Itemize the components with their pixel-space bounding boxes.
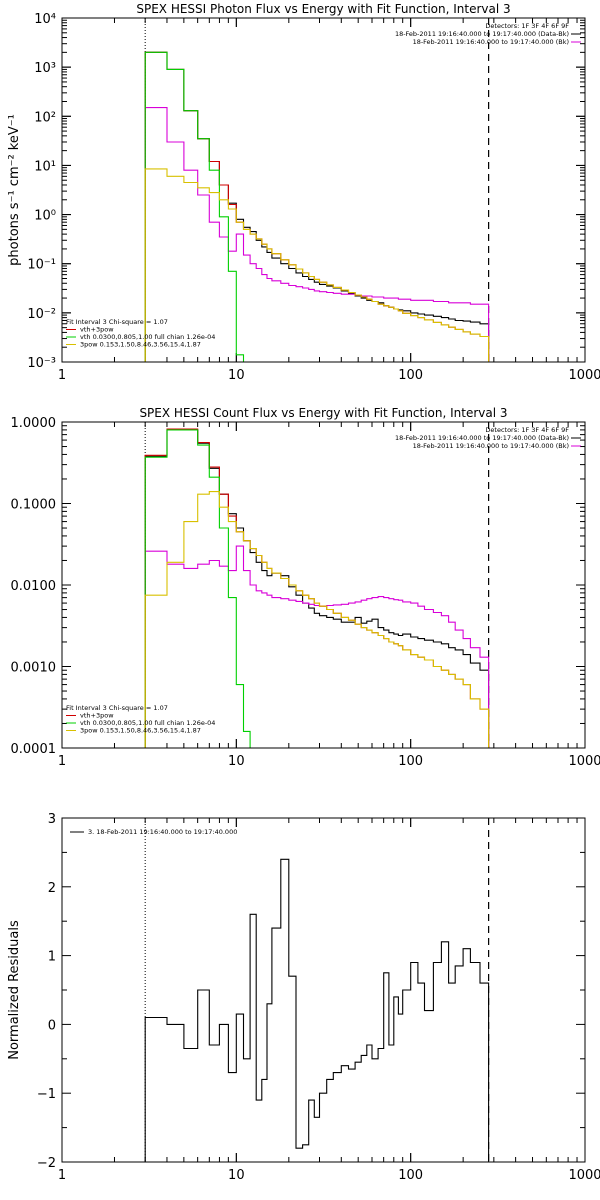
panel-2: SPEX HESSI Count Flux vs Energy with Fit… bbox=[11, 406, 600, 769]
x-tick-label: 100 bbox=[398, 754, 423, 769]
y-tick-label: −1 bbox=[37, 1087, 56, 1102]
legend-top-label: 3. 18-Feb-2011 19:16:40.000 to 19:17:40.… bbox=[88, 828, 237, 836]
legend-top: 3. 18-Feb-2011 19:16:40.000 to 19:17:40.… bbox=[70, 828, 237, 836]
series-line-5 bbox=[144, 491, 490, 748]
y-tick-label: 0.0001 bbox=[11, 742, 57, 757]
x-tick-label: 10 bbox=[228, 754, 245, 769]
y-axis: 10⁻³ 10⁻² 10⁻¹ 10⁰ 10¹ 10² 10³ 10⁴ bbox=[27, 12, 585, 371]
series-group bbox=[144, 428, 490, 748]
y-tick-label: 1 bbox=[48, 950, 56, 965]
x-tick-label: 1 bbox=[58, 754, 66, 769]
legend-top-label: Detectors: 1F 3F 4F 6F 9F bbox=[485, 22, 569, 30]
series-line-5 bbox=[144, 168, 490, 362]
y-tick-label: 3 bbox=[48, 812, 56, 827]
series-line-1 bbox=[144, 858, 490, 1162]
y-tick-label: 0 bbox=[48, 1018, 56, 1033]
panel-1: SPEX HESSI Photon Flux vs Energy with Fi… bbox=[7, 2, 600, 383]
chart-title: SPEX HESSI Count Flux vs Energy with Fit… bbox=[139, 406, 507, 420]
y-axis: 0.0001 0.0010 0.0100 0.1000 1.0000 bbox=[11, 416, 585, 757]
x-tick-label: 1000 bbox=[568, 368, 600, 383]
y-tick-label: 1.0000 bbox=[11, 416, 57, 431]
x-axis: 1 10 100 1000 bbox=[58, 818, 600, 1183]
legend-bottom-label: 3pow 0.153,1.50,8.46,3.56,15.4,1.87 bbox=[80, 341, 201, 349]
legend-bottom: Fit Interval 3 Chi-square = 1.07vth+3pow… bbox=[66, 318, 215, 349]
series-group bbox=[144, 858, 490, 1162]
y-tick-label: −2 bbox=[37, 1156, 56, 1171]
x-tick-label: 1000 bbox=[568, 754, 600, 769]
series-group bbox=[144, 51, 490, 362]
x-tick-label: 100 bbox=[398, 368, 423, 383]
y-tick-label: 10⁻¹ bbox=[27, 258, 56, 273]
x-axis: 1 10 100 1000 bbox=[58, 422, 600, 769]
legend-bottom-label: vth+3pow bbox=[80, 326, 114, 334]
x-tick-label: 1000 bbox=[568, 1168, 600, 1183]
y-tick-label: 0.0100 bbox=[11, 579, 57, 594]
panel-3: 1 10 100 1000 −2 −1 0 1 2 3 Normalized Residuals 3.… bbox=[7, 812, 600, 1183]
legend-bottom-label: vth 0.0300,0.805,1.00 full chian 1.26e-0… bbox=[80, 333, 215, 341]
x-tick-label: 100 bbox=[398, 1168, 423, 1183]
plot-frame bbox=[61, 421, 586, 749]
y-axis-label: photons s⁻¹ cm⁻² keV⁻¹ bbox=[7, 114, 22, 266]
y-tick-label: 0.1000 bbox=[11, 498, 57, 513]
legend-bottom-title: Fit Interval 3 Chi-square = 1.07 bbox=[66, 704, 168, 712]
y-tick-label: 10¹ bbox=[34, 159, 56, 174]
y-axis: −2 −1 0 1 2 3 bbox=[37, 812, 585, 1171]
y-tick-label: 10⁻³ bbox=[27, 356, 56, 371]
plot-frame bbox=[61, 817, 586, 1163]
y-axis-label: Normalized Residuals bbox=[7, 920, 22, 1060]
y-tick-label: 0.0010 bbox=[11, 661, 57, 676]
y-tick-label: 10³ bbox=[34, 61, 56, 76]
series-line-4 bbox=[144, 429, 257, 748]
y-tick-label: 2 bbox=[48, 881, 56, 896]
series-line-2 bbox=[144, 107, 490, 362]
plot-frame bbox=[61, 17, 586, 363]
series-line-1 bbox=[144, 429, 490, 748]
legend-top-label: 18-Feb-2011 19:16:40.000 to 19:17:40.000… bbox=[395, 30, 569, 38]
y-tick-label: 10⁻² bbox=[27, 307, 56, 322]
x-tick-label: 10 bbox=[228, 1168, 245, 1183]
y-tick-label: 10² bbox=[34, 110, 56, 125]
series-line-3 bbox=[144, 428, 490, 748]
legend-bottom: Fit Interval 3 Chi-square = 1.07vth+3pow… bbox=[66, 704, 215, 735]
series-line-4 bbox=[144, 51, 245, 362]
series-line-2 bbox=[144, 545, 490, 748]
series-line-1 bbox=[144, 51, 490, 362]
legend-bottom-label: vth 0.0300,0.805,1.00 full chian 1.26e-0… bbox=[80, 719, 215, 727]
y-tick-label: 10⁴ bbox=[34, 12, 56, 27]
chart-title: SPEX HESSI Photon Flux vs Energy with Fi… bbox=[136, 2, 510, 16]
legend-bottom-title: Fit Interval 3 Chi-square = 1.07 bbox=[66, 318, 168, 326]
legend-bottom-label: 3pow 0.153,1.50,8.46,3.56,15.4,1.87 bbox=[80, 727, 201, 735]
x-tick-label: 1 bbox=[58, 1168, 66, 1183]
legend-bottom-label: vth+3pow bbox=[80, 712, 114, 720]
x-tick-label: 1 bbox=[58, 368, 66, 383]
legend-top-label: Detectors: 1F 3F 4F 6F 9F bbox=[485, 426, 569, 434]
series-line-3 bbox=[144, 51, 490, 362]
x-axis: 1 10 100 1000 bbox=[58, 18, 600, 383]
x-tick-label: 10 bbox=[228, 368, 245, 383]
legend-top-label: 18-Feb-2011 19:16:40.000 to 19:17:40.000… bbox=[413, 442, 569, 450]
legend-top-label: 18-Feb-2011 19:16:40.000 to 19:17:40.000… bbox=[413, 38, 569, 46]
y-tick-label: 10⁰ bbox=[34, 209, 56, 224]
legend-top-label: 18-Feb-2011 19:16:40.000 to 19:17:40.000… bbox=[395, 434, 569, 442]
